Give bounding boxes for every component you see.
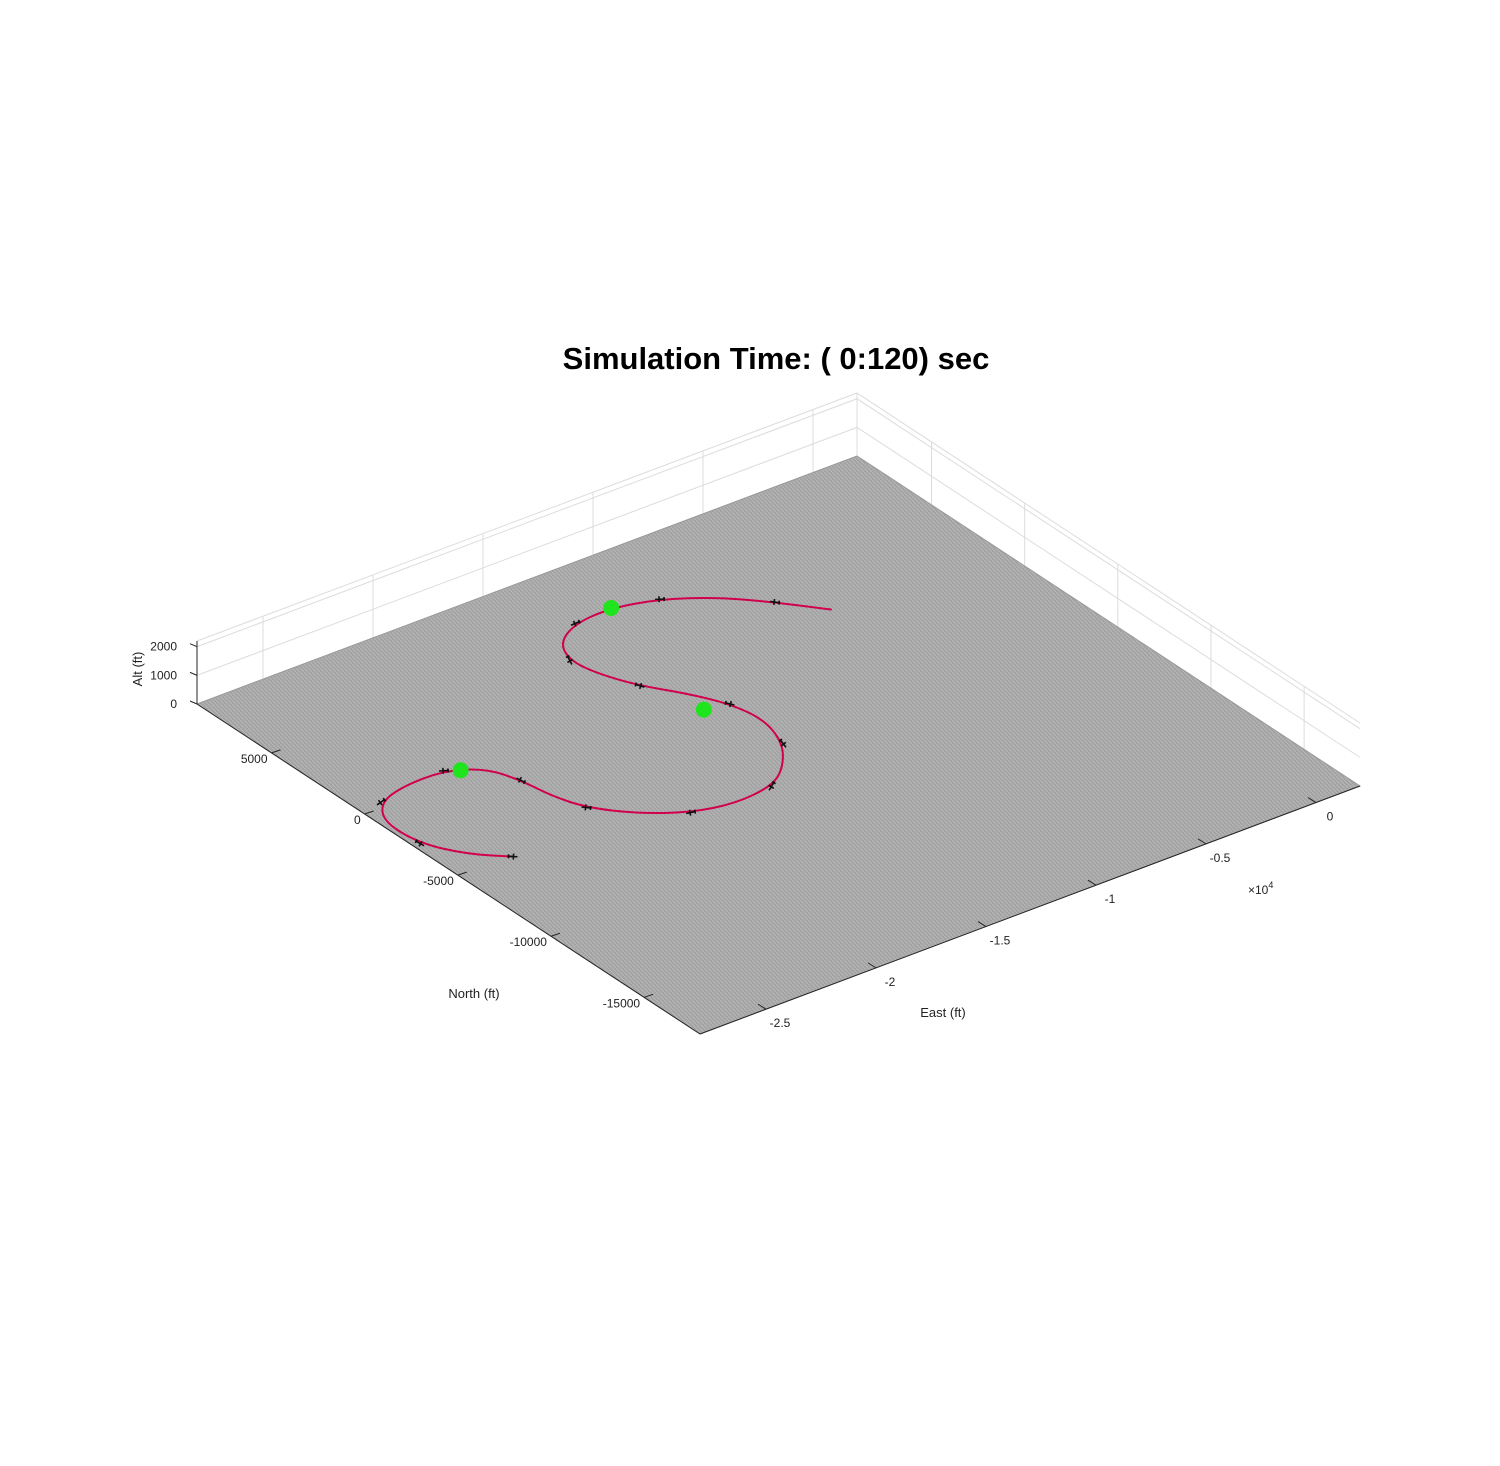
x-tick-label: -1 <box>1105 892 1116 906</box>
y-tick <box>271 749 281 754</box>
x-tick <box>1307 797 1317 803</box>
y-tick <box>550 932 561 937</box>
z-tick <box>189 700 198 705</box>
z-tick-label: 0 <box>170 697 177 711</box>
x-tick <box>867 962 877 969</box>
x-axis-exponent: ×104 <box>1248 880 1273 897</box>
x-tick-label: -2 <box>885 975 896 989</box>
y-tick <box>457 871 467 876</box>
x-axis-label: East (ft) <box>920 1005 966 1020</box>
waypoint-marker <box>603 599 620 616</box>
x-tick-label: -0.5 <box>1210 851 1231 865</box>
trajectory-plot <box>376 596 832 860</box>
aircraft-marker <box>724 700 735 708</box>
waypoint-marker <box>695 701 712 718</box>
z-gridline <box>856 426 1361 758</box>
x-tick <box>757 1003 767 1010</box>
y-tick-label: -5000 <box>423 874 454 888</box>
aircraft-marker <box>376 797 387 806</box>
ground-surface <box>195 455 1362 1035</box>
z-tick <box>189 643 198 648</box>
aircraft-marker <box>507 853 518 860</box>
aircraft-marker <box>438 767 450 774</box>
x-axis-line <box>699 785 1361 1035</box>
x-tick <box>1087 879 1097 886</box>
y-axis-label: North (ft) <box>448 986 499 1001</box>
trajectory-line <box>381 597 832 858</box>
box-edge <box>196 392 858 642</box>
waypoint-marker <box>452 762 469 779</box>
x-tick-label: -2.5 <box>770 1016 791 1030</box>
axes-frame: 0 -0.5 -1 -1.5 -2 -2.5 5000 0 -5000 -10000 -15000 0… <box>150 640 1361 1035</box>
z-tick <box>189 671 198 676</box>
y-tick <box>364 810 374 815</box>
y-axis-line <box>196 703 701 1035</box>
z-tick-label: 2000 <box>150 640 177 654</box>
aircraft-marker <box>770 598 781 606</box>
y-tick <box>643 993 654 998</box>
aircraft-marker <box>634 682 645 690</box>
z-gridline <box>196 398 858 648</box>
aircraft-marker <box>581 804 592 811</box>
z-axis-label: Alt (ft) <box>130 652 145 687</box>
box-edge <box>856 392 1361 724</box>
aircraft-marker <box>516 776 527 785</box>
ground-plane <box>195 455 1362 1035</box>
y-tick-label: -10000 <box>510 935 548 949</box>
z-gridline <box>196 426 858 676</box>
aircraft-marker <box>778 738 787 748</box>
aircraft-marker <box>685 809 697 816</box>
aircraft-marker <box>655 596 666 603</box>
aircraft-marker <box>414 839 425 847</box>
aircraft-marker <box>565 654 574 665</box>
z-tick-label: 1000 <box>150 668 177 682</box>
y-tick-label: 0 <box>354 813 361 827</box>
y-tick-label: 5000 <box>241 752 268 766</box>
x-tick <box>1197 838 1207 845</box>
z-gridline <box>856 398 1361 730</box>
x-tick <box>977 921 987 927</box>
x-tick-label: -1.5 <box>990 934 1011 948</box>
aircraft-marker <box>570 619 581 627</box>
x-tick-label: 0 <box>1327 810 1334 824</box>
y-tick-label: -15000 <box>603 996 641 1010</box>
aircraft-marker <box>768 780 777 791</box>
chart-title: Simulation Time: ( 0:120) sec <box>563 341 990 376</box>
